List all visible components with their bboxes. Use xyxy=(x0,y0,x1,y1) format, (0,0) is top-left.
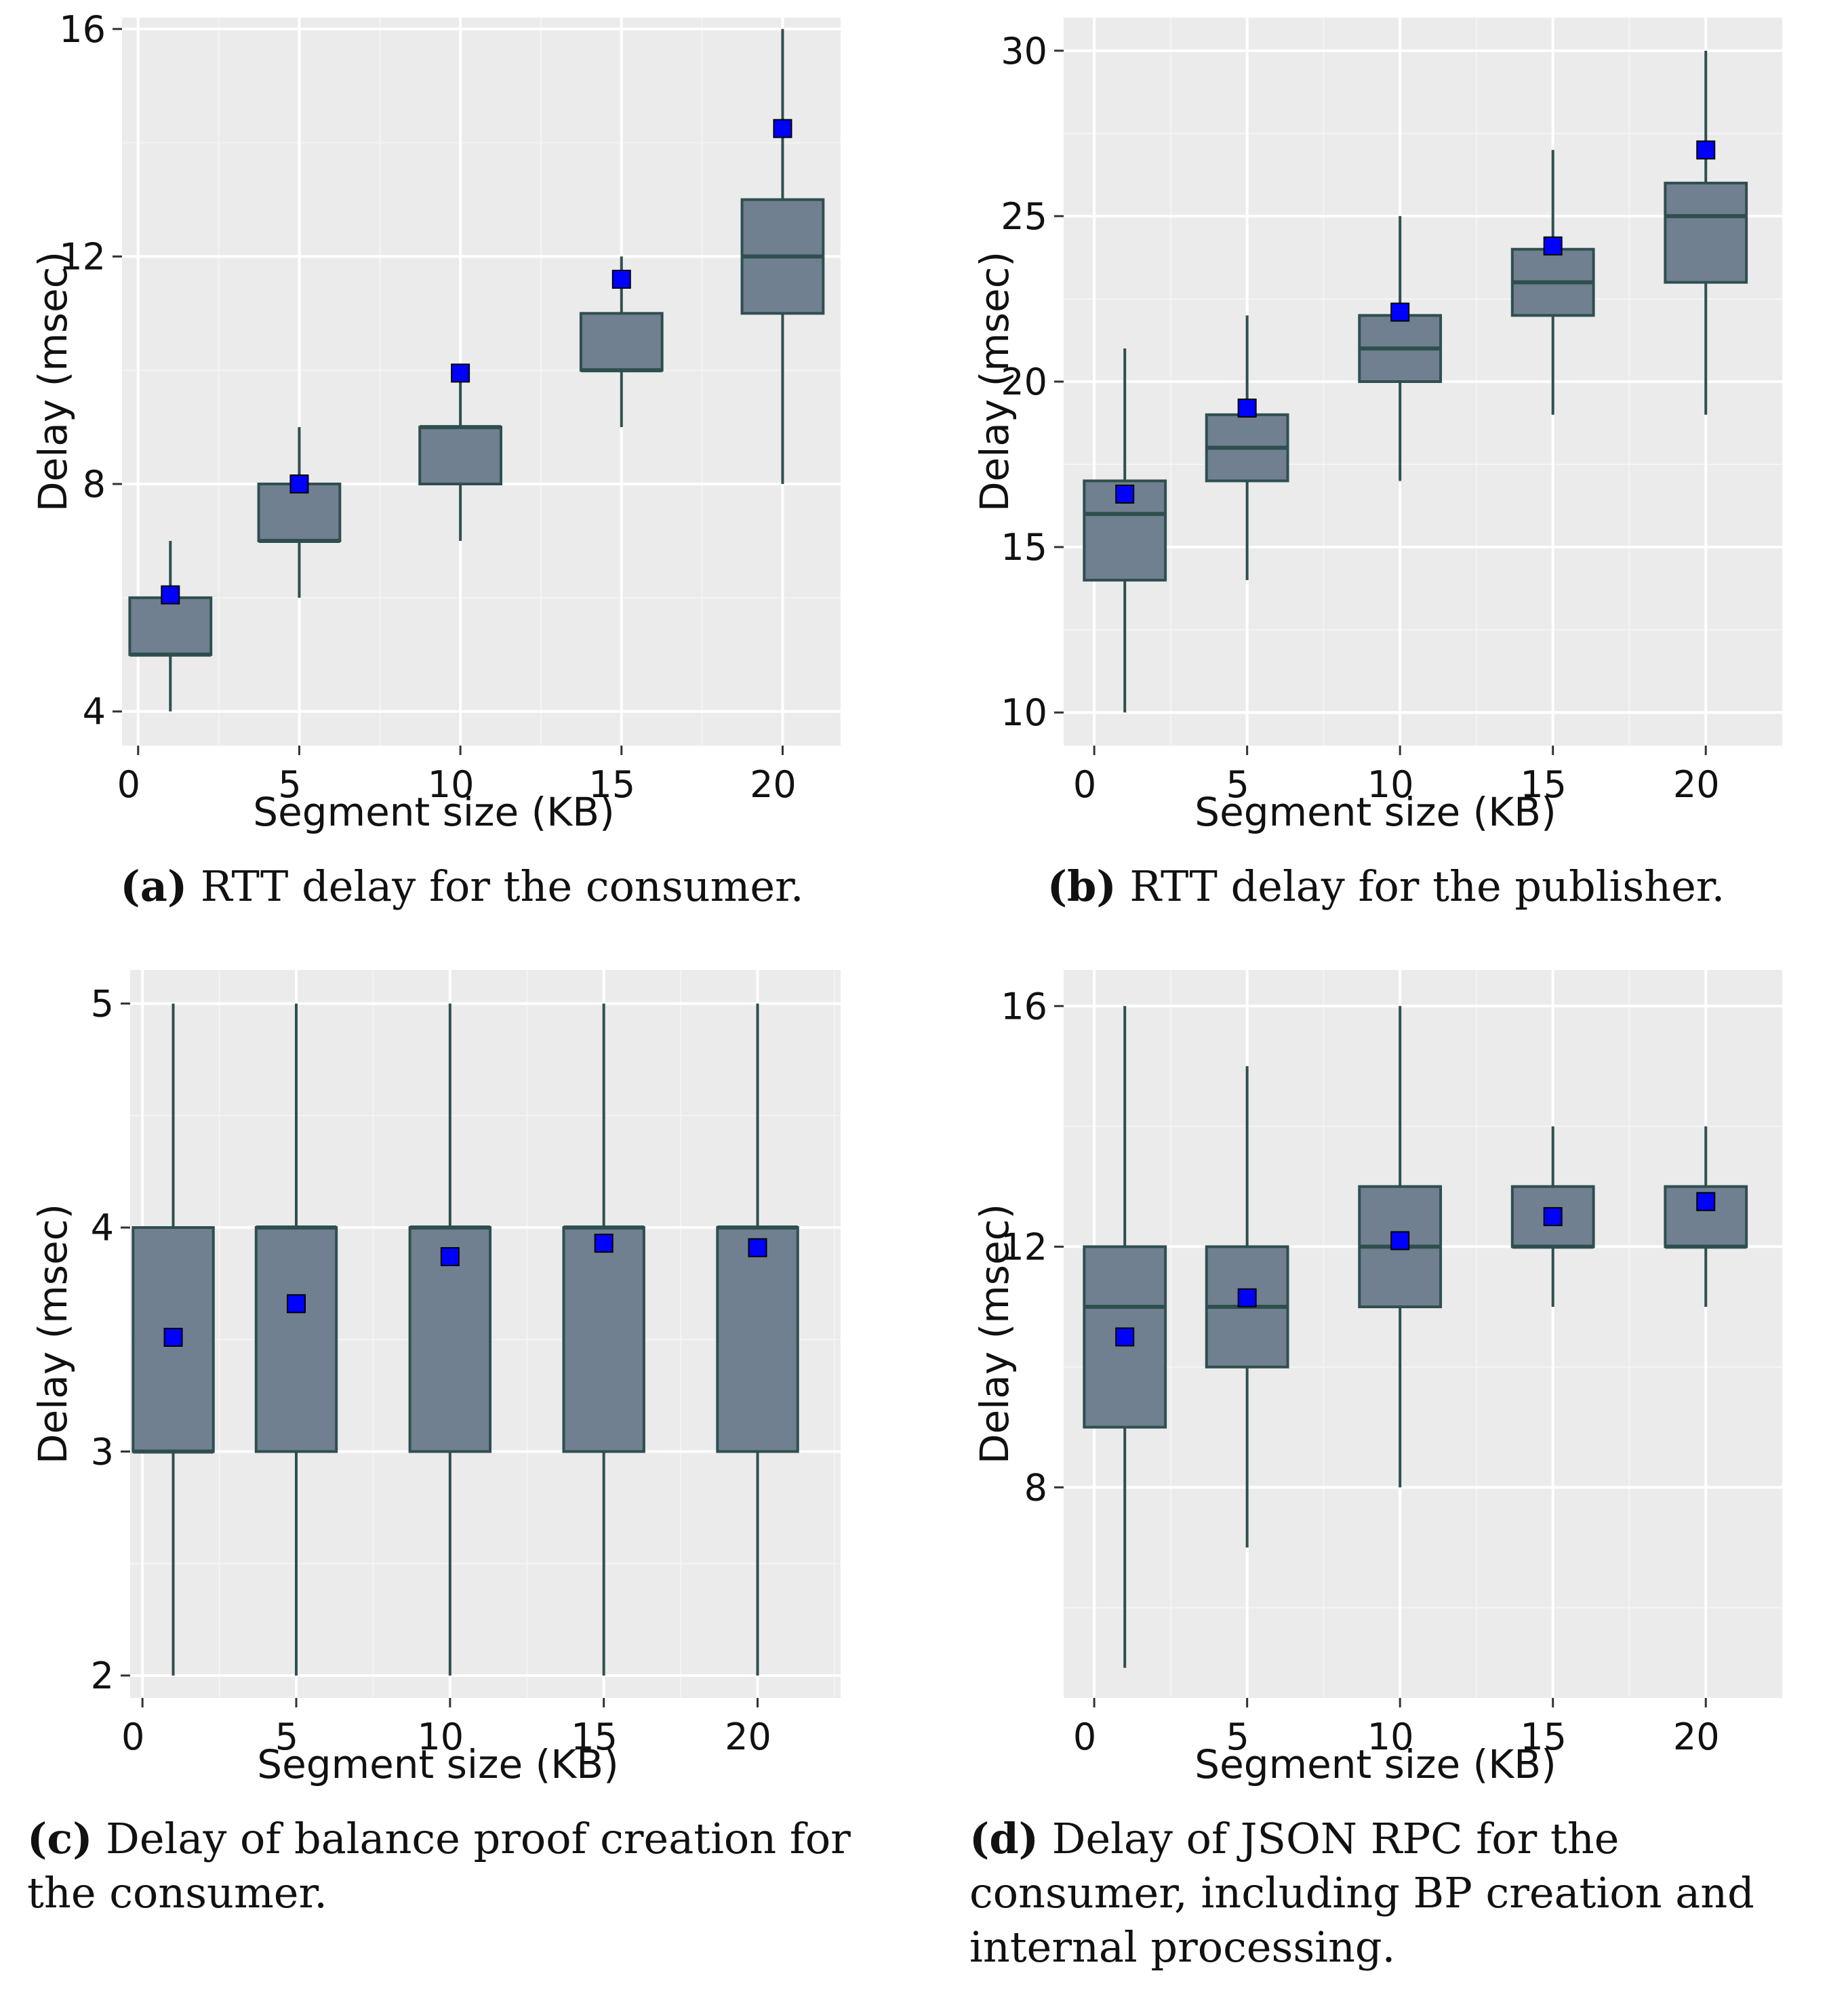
mean-marker-3 xyxy=(1543,236,1563,256)
plot-background xyxy=(1064,970,1782,1698)
y-axis-title: Delay (msec) xyxy=(971,1204,1018,1464)
mean-marker-4 xyxy=(1696,1192,1716,1211)
box-4 xyxy=(1664,182,1748,284)
y-tick-label: 2 xyxy=(91,1655,114,1697)
chart-a: 4 8 12 16 0 5 10 15 20 Segment size (KB) Delay (ms… xyxy=(30,8,841,835)
mean-marker-3 xyxy=(1543,1207,1563,1226)
chart-b: 10 15 20 25 30 0 5 10 15 20 Segment size (KB) Delay… xyxy=(971,18,1782,835)
mean-marker-2 xyxy=(1390,302,1410,322)
y-tick-label: 8 xyxy=(1024,1466,1047,1509)
mean-marker-2 xyxy=(1390,1231,1410,1251)
y-tick-label: 3 xyxy=(91,1430,114,1473)
x-tick-label: 15 xyxy=(571,1716,618,1758)
x-tick-label: 10 xyxy=(1367,763,1414,806)
mean-marker-3 xyxy=(594,1234,614,1253)
x-tick-label: 0 xyxy=(121,1716,144,1758)
mean-marker-1 xyxy=(1237,399,1257,418)
caption-c-text: Delay of balance proof creation for the … xyxy=(27,1814,851,1918)
x-tick-label: 5 xyxy=(278,763,301,806)
x-tick-label: 15 xyxy=(1520,763,1567,806)
y-tick-label: 4 xyxy=(83,691,106,733)
y-tick-label: 20 xyxy=(1001,361,1047,403)
x-tick-label: 20 xyxy=(1673,763,1720,806)
plot-background xyxy=(122,18,841,746)
x-axis-title: Segment size (KB) xyxy=(253,789,614,835)
mean-marker-0 xyxy=(163,1327,183,1347)
mean-marker-0 xyxy=(1115,484,1135,504)
x-tick-label: 5 xyxy=(275,1716,298,1758)
y-tick-label: 8 xyxy=(83,463,106,506)
x-tick-label: 5 xyxy=(1226,1716,1249,1758)
y-axis-title: Delay (msec) xyxy=(971,251,1018,512)
box-3 xyxy=(579,312,664,372)
caption-a-text: RTT delay for the consumer. xyxy=(187,861,804,911)
y-tick-label: 16 xyxy=(1001,985,1047,1028)
x-tick-label: 0 xyxy=(1073,1716,1096,1758)
y-tick-label: 30 xyxy=(1001,30,1047,73)
box-1 xyxy=(254,1226,338,1453)
caption-a: (a) RTT delay for the consumer. xyxy=(0,859,924,914)
mean-marker-1 xyxy=(289,474,309,494)
chart-d: 8 12 16 0 5 10 15 20 Segment size (KB) Delay (mse… xyxy=(971,970,1782,1787)
chart-c: 2 3 4 5 0 5 10 15 20 Segment size (KB) Delay (msec… xyxy=(30,970,841,1787)
x-tick-label: 0 xyxy=(1073,763,1096,806)
caption-d: (d) Delay of JSON RPC for the consumer, … xyxy=(969,1812,1837,1974)
y-tick-label: 25 xyxy=(1001,195,1047,238)
mean-marker-4 xyxy=(773,119,792,138)
caption-b: (b) RTT delay for the publisher. xyxy=(924,859,1848,914)
x-tick-label: 20 xyxy=(725,1716,771,1758)
y-tick-label: 10 xyxy=(1001,691,1047,734)
caption-b-text: RTT delay for the publisher. xyxy=(1116,861,1725,911)
x-tick-label: 15 xyxy=(588,763,635,806)
x-axis-title: Segment size (KB) xyxy=(1194,1741,1556,1787)
y-axis-title: Delay (msec) xyxy=(30,251,76,512)
y-axis-title: Delay (msec) xyxy=(30,1204,76,1464)
mean-marker-2 xyxy=(440,1246,460,1266)
mean-marker-4 xyxy=(1696,140,1716,160)
caption-d-text: Delay of JSON RPC for the consumer, incl… xyxy=(969,1814,1754,1972)
box-0 xyxy=(128,596,213,656)
x-tick-label: 10 xyxy=(417,1716,464,1758)
y-tick-label: 15 xyxy=(1001,526,1047,569)
y-tick-label: 4 xyxy=(91,1207,114,1249)
x-tick-label: 10 xyxy=(1367,1716,1414,1758)
y-tick-label: 5 xyxy=(91,983,114,1026)
mean-marker-2 xyxy=(451,363,470,383)
y-tick-label: 12 xyxy=(1001,1225,1047,1268)
caption-c-letter: (c) xyxy=(27,1814,93,1863)
mean-marker-3 xyxy=(611,269,631,289)
caption-d-letter: (d) xyxy=(969,1814,1039,1863)
mean-marker-0 xyxy=(161,585,180,605)
y-tick-label: 16 xyxy=(59,8,106,51)
mean-marker-1 xyxy=(1237,1288,1257,1307)
x-tick-label: 20 xyxy=(750,763,797,806)
mean-marker-1 xyxy=(286,1294,306,1314)
x-tick-label: 0 xyxy=(117,763,140,806)
y-tick-label: 12 xyxy=(59,235,106,278)
caption-b-letter: (b) xyxy=(1047,861,1117,911)
caption-a-letter: (a) xyxy=(120,861,188,911)
box-3 xyxy=(562,1226,645,1453)
box-4 xyxy=(716,1226,799,1453)
x-tick-label: 5 xyxy=(1226,763,1249,806)
x-tick-label: 20 xyxy=(1673,1716,1720,1758)
x-axis-title: Segment size (KB) xyxy=(1194,789,1556,835)
caption-c: (c) Delay of balance proof creation for … xyxy=(27,1812,908,1920)
x-tick-label: 10 xyxy=(428,763,475,806)
mean-marker-0 xyxy=(1115,1327,1135,1347)
box-2 xyxy=(418,426,502,486)
mean-marker-4 xyxy=(748,1238,767,1257)
x-tick-label: 15 xyxy=(1520,1716,1567,1758)
x-axis-title: Segment size (KB) xyxy=(257,1741,618,1787)
